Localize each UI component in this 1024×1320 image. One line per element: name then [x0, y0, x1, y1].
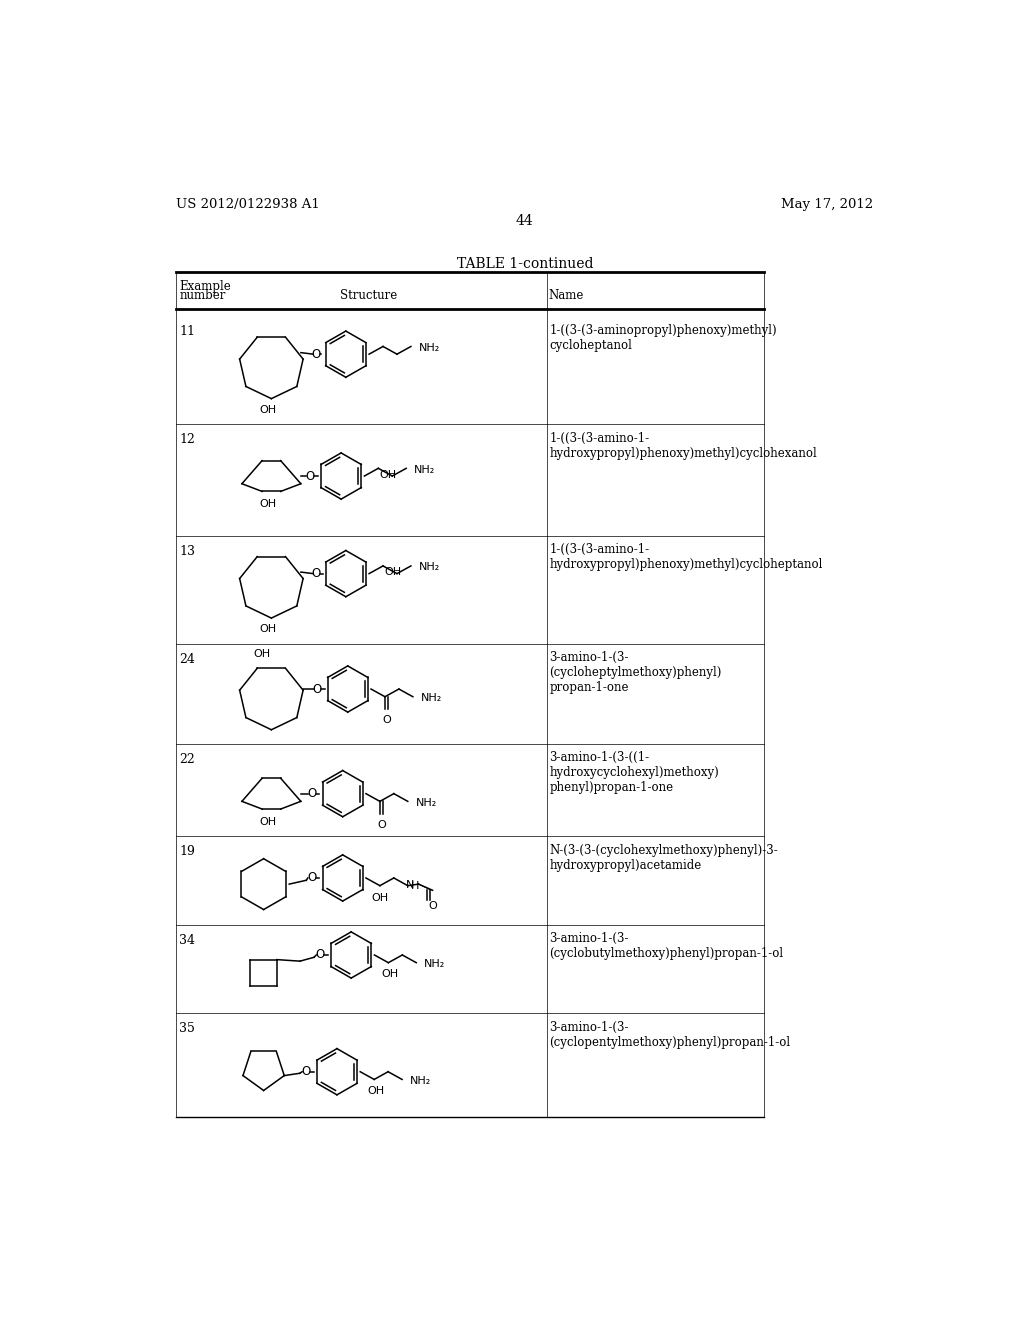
- Text: 24: 24: [179, 653, 195, 665]
- Text: NH₂: NH₂: [410, 1076, 431, 1086]
- Text: 35: 35: [179, 1022, 195, 1035]
- Text: O: O: [428, 902, 437, 911]
- Text: OH: OH: [254, 649, 270, 659]
- Text: US 2012/0122938 A1: US 2012/0122938 A1: [176, 198, 319, 211]
- Text: O: O: [315, 949, 325, 961]
- Text: O: O: [301, 1065, 310, 1078]
- Text: O: O: [377, 820, 386, 830]
- Text: 1-((3-(3-amino-1-
hydroxypropyl)phenoxy)methyl)cycloheptanol: 1-((3-(3-amino-1- hydroxypropyl)phenoxy)…: [550, 544, 823, 572]
- Text: Structure: Structure: [340, 289, 397, 302]
- Text: O: O: [312, 682, 322, 696]
- Text: O: O: [305, 470, 314, 483]
- Text: Name: Name: [548, 289, 584, 302]
- Text: OH: OH: [259, 817, 276, 826]
- Text: NH₂: NH₂: [424, 960, 445, 969]
- Text: 34: 34: [179, 933, 196, 946]
- Text: 1-((3-(3-amino-1-
hydroxypropyl)phenoxy)methyl)cyclohexanol: 1-((3-(3-amino-1- hydroxypropyl)phenoxy)…: [550, 432, 817, 459]
- Text: TABLE 1-continued: TABLE 1-continued: [457, 257, 593, 271]
- Text: OH: OH: [259, 499, 276, 510]
- Text: 19: 19: [179, 845, 195, 858]
- Text: O: O: [307, 787, 316, 800]
- Text: H: H: [411, 880, 419, 891]
- Text: OH: OH: [259, 405, 276, 414]
- Text: NH₂: NH₂: [414, 465, 435, 475]
- Text: 13: 13: [179, 545, 196, 558]
- Text: NH₂: NH₂: [421, 693, 442, 704]
- Text: NH₂: NH₂: [416, 797, 437, 808]
- Text: OH: OH: [259, 624, 276, 634]
- Text: OH: OH: [380, 470, 397, 480]
- Text: OH: OH: [372, 894, 388, 903]
- Text: O: O: [382, 715, 391, 725]
- Text: 12: 12: [179, 433, 195, 446]
- Text: 3-amino-1-(3-((1-
hydroxycyclohexyl)methoxy)
phenyl)propan-1-one: 3-amino-1-(3-((1- hydroxycyclohexyl)meth…: [550, 751, 719, 795]
- Text: N-(3-(3-(cyclohexylmethoxy)phenyl)-3-
hydroxypropyl)acetamide: N-(3-(3-(cyclohexylmethoxy)phenyl)-3- hy…: [550, 843, 778, 871]
- Text: 22: 22: [179, 752, 195, 766]
- Text: number: number: [179, 289, 225, 302]
- Text: May 17, 2012: May 17, 2012: [781, 198, 873, 211]
- Text: 3-amino-1-(3-
(cyclobutylmethoxy)phenyl)propan-1-ol: 3-amino-1-(3- (cyclobutylmethoxy)phenyl)…: [550, 932, 783, 960]
- Text: 3-amino-1-(3-
(cyclopentylmethoxy)phenyl)propan-1-ol: 3-amino-1-(3- (cyclopentylmethoxy)phenyl…: [550, 1020, 791, 1049]
- Text: N: N: [406, 880, 415, 890]
- Text: 3-amino-1-(3-
(cycloheptylmethoxy)phenyl)
propan-1-one: 3-amino-1-(3- (cycloheptylmethoxy)phenyl…: [550, 651, 722, 694]
- Text: NH₂: NH₂: [419, 343, 440, 352]
- Text: 44: 44: [516, 214, 534, 228]
- Text: OH: OH: [368, 1085, 384, 1096]
- Text: OH: OH: [381, 969, 398, 979]
- Text: 1-((3-(3-aminopropyl)phenoxy)methyl)
cycloheptanol: 1-((3-(3-aminopropyl)phenoxy)methyl) cyc…: [550, 323, 777, 352]
- Text: NH₂: NH₂: [419, 562, 440, 573]
- Text: 11: 11: [179, 326, 196, 338]
- Text: O: O: [311, 568, 321, 579]
- Text: OH: OH: [385, 568, 401, 577]
- Text: O: O: [307, 871, 316, 884]
- Text: Example: Example: [179, 280, 230, 293]
- Text: O: O: [311, 347, 321, 360]
